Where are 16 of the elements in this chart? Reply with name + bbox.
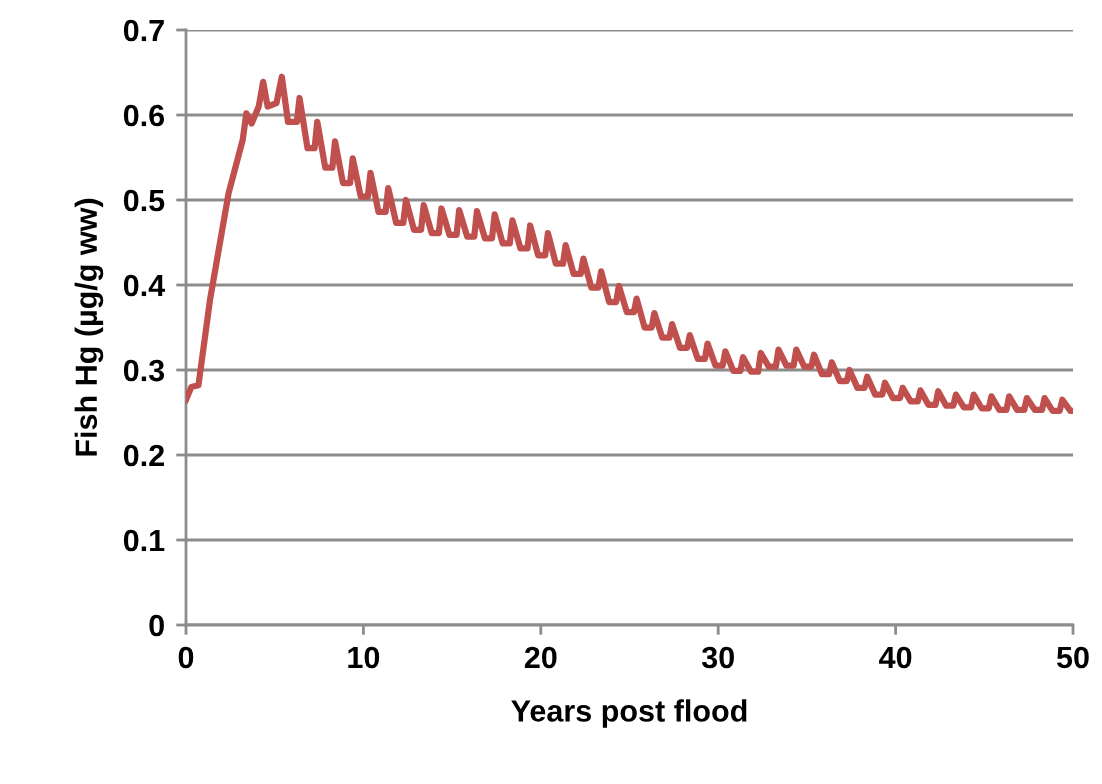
y-tick-label: 0 xyxy=(149,614,164,637)
x-tick-label: 50 xyxy=(1056,646,1089,669)
y-tick-label: 0.4 xyxy=(123,274,166,297)
y-tick-label: 0.3 xyxy=(123,359,165,382)
y-tick-label: 0.2 xyxy=(123,444,164,467)
x-tick-label: 20 xyxy=(524,646,557,669)
x-axis-title: Years post flood xyxy=(511,699,747,728)
y-tick-label: 0.6 xyxy=(123,104,165,127)
y-tick-label: 0.7 xyxy=(123,19,164,42)
x-tick-label: 0 xyxy=(178,646,194,669)
x-tick-label: 40 xyxy=(879,646,912,669)
y-axis-title: Fish Hg (µg/g ww) xyxy=(74,198,104,456)
x-tick-label: 10 xyxy=(348,646,380,669)
y-tick-label: 0.5 xyxy=(123,189,165,212)
x-tick-label: 30 xyxy=(701,646,734,669)
y-tick-label: 0.1 xyxy=(123,529,165,552)
